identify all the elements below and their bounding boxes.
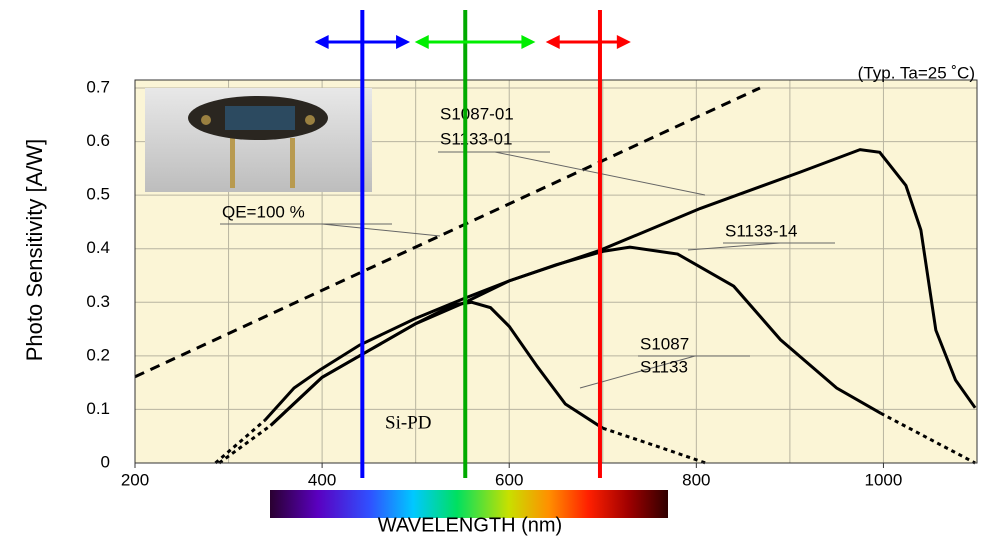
y-tick-label: 0.1 (86, 399, 110, 418)
y-axis-label: Photo Sensitivity [A/W] (22, 139, 47, 362)
chart: (Typ. Ta=25 ˚C) Photo Sensitivity [A/W] … (0, 0, 987, 539)
annotation: S1133 (640, 357, 688, 376)
x-tick-label: 800 (682, 470, 710, 489)
annotation: S1133-14 (725, 221, 797, 240)
y-tick-label: 0 (101, 452, 110, 471)
y-tick-label: 0.3 (86, 292, 110, 311)
annotation: S1087-01 (440, 104, 514, 123)
x-tick-label: 1000 (865, 470, 903, 489)
annotation: S1087 (640, 334, 689, 353)
y-tick-label: 0.7 (86, 77, 110, 96)
x-tick-label: 400 (308, 470, 336, 489)
x-tick-label: 600 (495, 470, 523, 489)
y-tick-label: 0.5 (86, 185, 110, 204)
x-tick-label: 200 (121, 470, 149, 489)
x-axis-label: WAVELENGTH (nm) (378, 514, 562, 536)
annotation: QE=100 % (222, 202, 305, 221)
photo-inset (145, 88, 372, 192)
y-tick-label: 0.6 (86, 131, 110, 150)
annotation: S1133-01 (440, 129, 512, 148)
y-tick-label: 0.2 (86, 345, 110, 364)
chart-title: (Typ. Ta=25 ˚C) (858, 63, 975, 82)
annotation: Si-PD (385, 412, 431, 433)
y-tick-label: 0.4 (86, 238, 110, 257)
